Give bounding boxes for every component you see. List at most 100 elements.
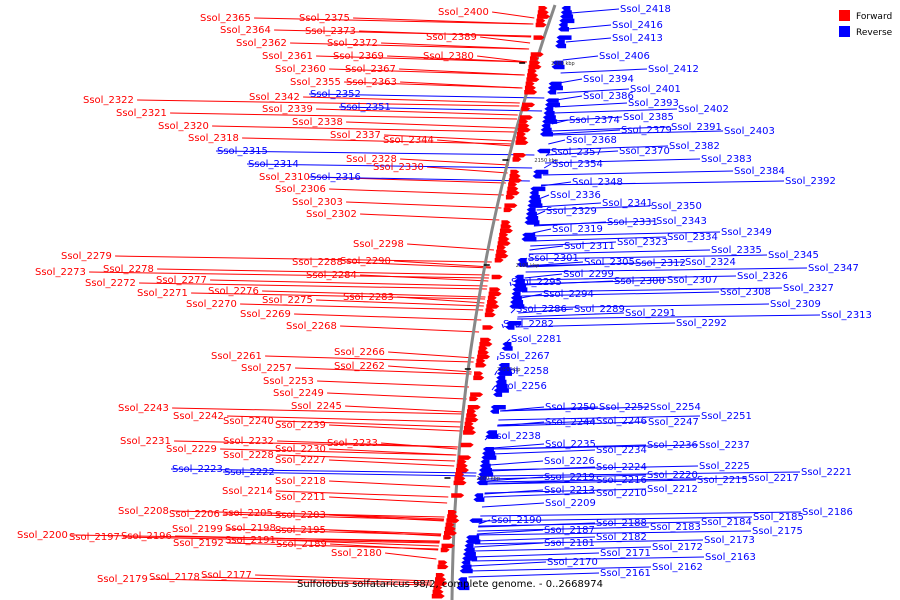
- forward-gene-arrow: [431, 594, 445, 599]
- leader-line: [549, 130, 724, 136]
- gene-label: Ssol_2177: [201, 570, 252, 581]
- leader-line: [407, 243, 494, 251]
- leader-line: [262, 290, 486, 298]
- gene-label: Ssol_2183: [650, 522, 701, 533]
- gene-label: Ssol_2213: [544, 485, 595, 496]
- reverse-gene-arrow: [530, 186, 546, 192]
- reverse-gene-arrow: [510, 295, 522, 301]
- gene-label: Ssol_2272: [85, 278, 136, 289]
- gene-label: Ssol_2347: [808, 263, 859, 274]
- reverse-gene-arrow: [552, 60, 564, 66]
- forward-gene-arrow: [505, 195, 515, 200]
- gene-label: Ssol_2211: [275, 492, 326, 503]
- gene-label: Ssol_2324: [685, 257, 736, 268]
- gene-label: Ssol_2352: [310, 89, 361, 100]
- leader-line: [555, 95, 583, 101]
- forward-gene-arrow: [518, 123, 530, 129]
- reverse-gene-arrow: [478, 468, 492, 473]
- forward-gene-arrow: [477, 354, 491, 360]
- leader-line: [174, 440, 458, 448]
- reverse-gene-arrow: [516, 262, 528, 267]
- forward-gene-arrow: [464, 421, 474, 427]
- gene-label: Ssol_2320: [158, 121, 209, 132]
- gene-label: Ssol_2306: [275, 184, 326, 195]
- forward-gene-arrow: [516, 132, 526, 137]
- gene-label: Ssol_2374: [569, 115, 620, 126]
- gene-label: Ssol_2372: [327, 38, 378, 49]
- gene-label: Ssol_2389: [426, 32, 477, 43]
- leader-line: [279, 527, 442, 535]
- reverse-gene-arrow: [541, 123, 551, 129]
- gene-label: Ssol_2170: [547, 557, 598, 568]
- gene-label: Ssol_2418: [620, 4, 671, 15]
- leader-line: [316, 55, 527, 63]
- forward-gene-arrow: [479, 342, 493, 347]
- leader-line: [346, 121, 516, 129]
- gene-label: Ssol_2185: [753, 512, 804, 523]
- reverse-gene-arrow: [560, 10, 572, 15]
- reverse-gene-arrow: [486, 430, 498, 435]
- reverse-gene-arrow: [537, 148, 551, 154]
- leader-line: [295, 367, 472, 375]
- leader-line: [544, 158, 701, 164]
- gene-label: Ssol_2360: [275, 64, 326, 75]
- gene-label: Ssol_2196: [121, 531, 172, 542]
- gene-label: Ssol_2309: [770, 299, 821, 310]
- gene-label: Ssol_2394: [583, 74, 634, 85]
- leader-line: [469, 566, 652, 572]
- leader-line: [521, 291, 720, 297]
- leader-line: [541, 180, 785, 186]
- forward-gene-arrow: [451, 493, 465, 498]
- reverse-gene-arrow: [481, 455, 497, 460]
- reverse-gene-arrow: [543, 111, 555, 116]
- forward-gene-arrow: [455, 472, 465, 477]
- reverse-gene-arrow: [557, 27, 569, 32]
- gene-label: Ssol_2283: [343, 292, 394, 303]
- gene-label: Ssol_2295: [511, 277, 562, 288]
- forward-gene-arrow: [446, 518, 460, 523]
- gene-label: Ssol_2314: [248, 159, 299, 170]
- forward-gene-arrow: [517, 127, 531, 133]
- gene-label: Ssol_2307: [667, 275, 718, 286]
- leader-line: [242, 137, 513, 145]
- gene-label: Ssol_2253: [263, 376, 314, 387]
- gene-label: Ssol_2373: [305, 26, 356, 37]
- leader-line: [330, 543, 439, 551]
- legend-forward-label: Forward: [856, 12, 892, 22]
- gene-label: Ssol_2236: [647, 440, 698, 451]
- reverse-gene-arrow: [524, 220, 540, 225]
- leader-line: [139, 282, 487, 290]
- leader-line: [530, 241, 617, 247]
- gene-label: Ssol_2286: [516, 304, 567, 315]
- gene-label: Ssol_2186: [802, 507, 853, 518]
- leader-line: [478, 521, 701, 527]
- leader-line: [531, 236, 667, 242]
- gene-label: Ssol_2240: [223, 416, 274, 427]
- leader-line: [477, 526, 650, 532]
- leader-line: [345, 405, 465, 413]
- gene-label: Ssol_2189: [276, 539, 327, 550]
- forward-gene-arrow: [508, 178, 522, 183]
- gene-label: Ssol_2162: [652, 562, 703, 573]
- leader-line: [474, 542, 544, 548]
- forward-gene-arrow: [467, 405, 481, 410]
- forward-gene-arrow: [508, 182, 518, 187]
- reverse-gene-arrow: [517, 258, 527, 263]
- gene-label: Ssol_2350: [651, 201, 702, 212]
- gene-label: Ssol_2268: [286, 321, 337, 332]
- gene-label: Ssol_2237: [699, 440, 750, 451]
- forward-gene-arrow: [496, 249, 508, 255]
- gene-label: Ssol_2216: [596, 475, 647, 486]
- gene-label: Ssol_2361: [262, 51, 313, 62]
- label-leader-lines: [71, 8, 821, 586]
- leader-line: [497, 421, 648, 427]
- leader-line: [492, 444, 647, 450]
- forward-gene-arrow: [528, 64, 542, 70]
- gene-label: Ssol_2318: [188, 133, 239, 144]
- reverse-gene-arrow: [542, 115, 556, 120]
- gene-label: Ssol_2205: [222, 508, 273, 519]
- gene-label: Ssol_2224: [596, 462, 647, 473]
- gene-labels: Ssol_2400 Ssol_2389 Ssol_2380 Ssol_2375 Ssol…: [17, 4, 872, 585]
- forward-gene-arrow: [509, 174, 521, 179]
- forward-gene-arrow: [438, 560, 448, 565]
